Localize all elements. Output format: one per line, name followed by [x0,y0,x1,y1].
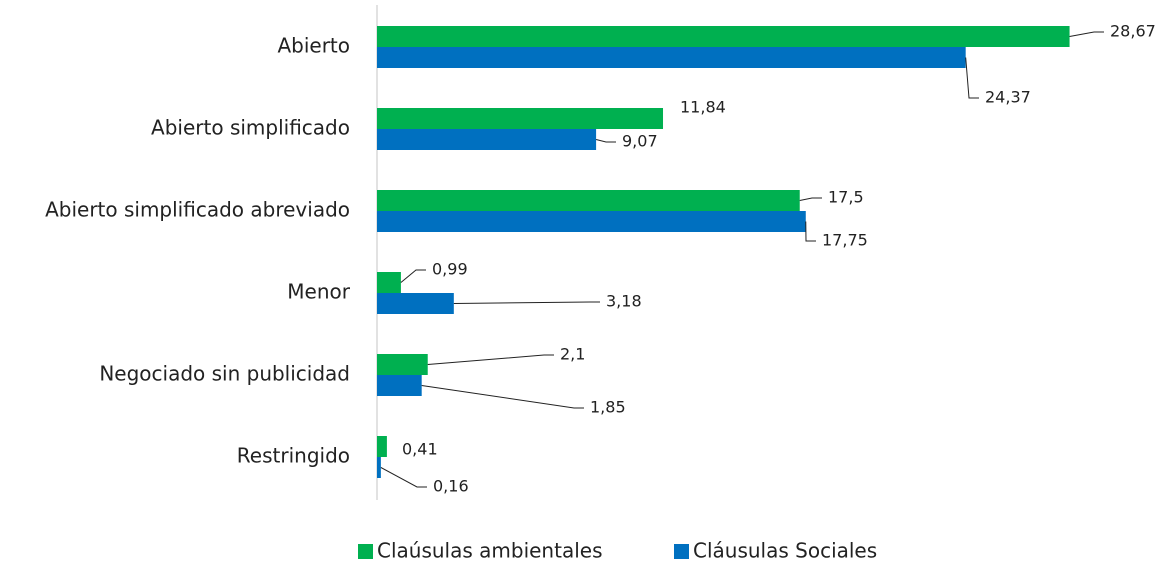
data-label: 28,67 [1110,22,1156,41]
bar [377,26,1070,47]
legend-swatch [674,544,689,559]
leader-line [1069,31,1104,37]
data-label: 0,99 [432,260,468,279]
data-label: 0,41 [402,440,438,459]
leader-line [595,139,616,143]
y-tick-label: Restringido [237,444,350,468]
bar [377,47,966,68]
y-tick-label: Menor [287,280,350,304]
legend-label: Claúsulas ambientales [377,539,603,563]
bar [377,457,381,478]
y-tick-label: Negociado sin publicidad [99,362,350,386]
data-label: 3,18 [606,292,642,311]
bar [377,272,401,293]
leader-line [453,301,600,304]
bar [377,375,422,396]
data-label: 24,37 [985,88,1031,107]
leader-line [965,57,979,99]
bar [377,211,806,232]
data-label: 2,1 [560,345,585,364]
leader-line [799,197,822,201]
y-tick-label: Abierto simplificado [151,116,350,140]
leader-line [421,385,584,409]
leader-line [805,221,816,242]
data-label: 9,07 [622,132,658,151]
legend-label: Cláusulas Sociales [693,539,877,563]
leader-line [427,354,554,365]
bar [377,354,428,375]
data-label: 17,5 [828,188,864,207]
data-label: 11,84 [680,98,726,117]
bar [377,436,387,457]
legend-swatch [358,544,373,559]
bar [377,190,800,211]
leader-line [380,467,427,488]
data-label: 17,75 [822,231,868,250]
y-tick-label: Abierto [277,34,350,58]
data-label: 0,16 [433,477,469,496]
bar [377,129,597,150]
y-tick-label: Abierto simplificado abreviado [45,198,350,222]
bar [377,108,664,129]
data-label: 1,85 [590,398,626,417]
bar [377,293,454,314]
leader-line [400,269,426,283]
